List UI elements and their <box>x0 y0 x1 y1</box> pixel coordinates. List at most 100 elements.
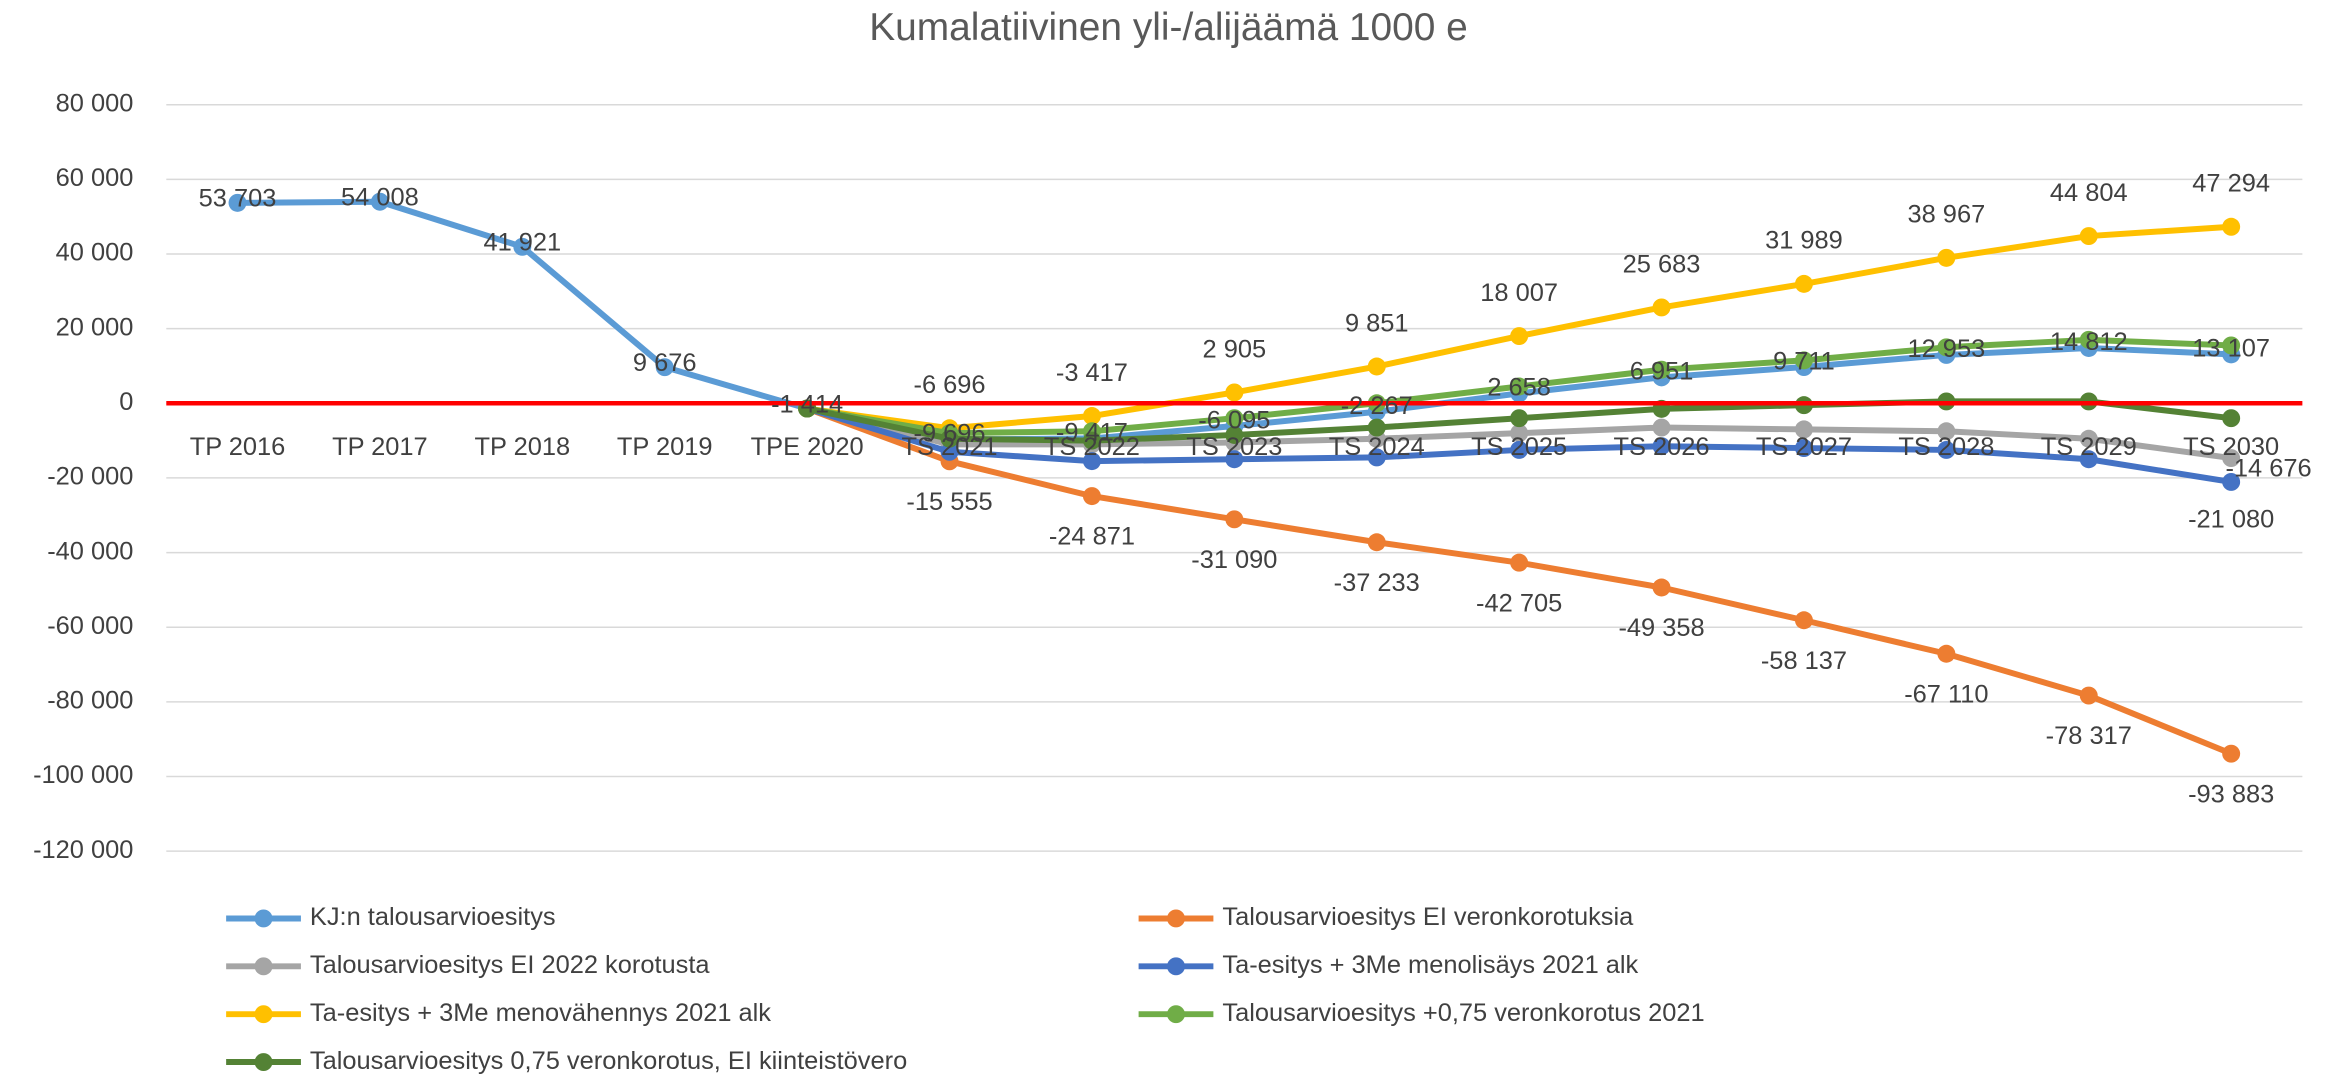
legend-marker <box>254 957 273 976</box>
data-point <box>1652 578 1671 597</box>
data-point <box>1652 437 1671 456</box>
data-point <box>1652 360 1671 379</box>
data-point <box>1367 418 1386 437</box>
data-point <box>1652 418 1671 437</box>
y-tick-label: -100 000 <box>33 761 133 789</box>
data-label: 41 921 <box>483 229 561 257</box>
data-label: -58 137 <box>1761 647 1847 675</box>
data-label: 14 812 <box>2050 328 2128 356</box>
data-point <box>1937 248 1956 267</box>
y-tick-label: 60 000 <box>56 164 134 192</box>
data-point <box>1367 448 1386 467</box>
x-tick-label: TS 2027 <box>1756 433 1852 461</box>
data-point <box>370 192 389 211</box>
data-point <box>2079 227 2098 246</box>
data-label: -78 317 <box>2046 722 2132 750</box>
data-point <box>1082 431 1101 450</box>
data-point <box>1225 383 1244 402</box>
data-point <box>1794 351 1813 370</box>
data-point <box>1510 327 1529 346</box>
data-point <box>2222 217 2241 236</box>
data-label: -49 358 <box>1618 614 1704 642</box>
data-label: -21 080 <box>2188 506 2274 534</box>
legend-marker <box>1167 957 1185 976</box>
data-point <box>1937 338 1956 357</box>
data-point <box>228 193 247 212</box>
data-point <box>1225 450 1244 469</box>
data-point <box>1367 357 1386 376</box>
data-point <box>1937 440 1956 459</box>
data-label: 47 294 <box>2192 170 2270 198</box>
data-label: -6 696 <box>914 371 986 399</box>
data-point <box>1794 611 1813 630</box>
data-point <box>940 442 959 461</box>
data-label: 9 676 <box>633 349 697 377</box>
data-point <box>1082 452 1101 471</box>
legend-marker <box>254 1005 273 1024</box>
data-label: 2 905 <box>1203 335 1267 363</box>
legend-label: Talousarvioesitys EI veronkorotuksia <box>1222 903 1634 931</box>
y-tick-label: 80 000 <box>56 89 134 117</box>
data-label: -9 417 <box>1056 419 1128 447</box>
x-tick-label: TS 2021 <box>902 433 998 461</box>
data-label: 44 804 <box>2050 179 2128 207</box>
data-point <box>1510 553 1529 572</box>
chart-title: Kumalatiivinen yli-/alijäämä 1000 e <box>869 6 1468 49</box>
x-tick-label: TS 2029 <box>2041 433 2137 461</box>
data-label: 25 683 <box>1623 250 1701 278</box>
data-label: -15 555 <box>906 488 992 516</box>
x-tick-label: TS 2026 <box>1614 433 1710 461</box>
legend-marker <box>1167 1005 1185 1024</box>
data-point <box>940 429 959 448</box>
y-tick-label: 40 000 <box>56 239 134 267</box>
data-point <box>2222 409 2241 428</box>
data-label: -24 871 <box>1049 523 1135 551</box>
data-point <box>1510 377 1529 396</box>
data-label: -67 110 <box>1904 680 1988 708</box>
data-label: -31 090 <box>1191 546 1277 574</box>
data-label: 12 953 <box>1907 335 1985 363</box>
data-point <box>1794 420 1813 439</box>
data-label: -9 696 <box>914 420 986 448</box>
data-label: 18 007 <box>1480 279 1558 307</box>
y-tick-label: -80 000 <box>47 687 133 715</box>
data-label: -42 705 <box>1476 589 1562 617</box>
data-point <box>1082 407 1101 426</box>
data-point <box>1937 422 1956 441</box>
x-tick-label: TP 2016 <box>190 433 286 461</box>
x-tick-label: TS 2024 <box>1329 433 1425 461</box>
data-label: 9 711 <box>1773 347 1835 375</box>
y-tick-label: -60 000 <box>47 612 133 640</box>
data-label: -1 414 <box>771 390 843 418</box>
legend-marker <box>254 909 273 928</box>
legend-label: KJ:n talousarvioesitys <box>310 903 556 931</box>
y-tick-label: -20 000 <box>47 463 133 491</box>
x-tick-label: TS 2030 <box>2183 433 2279 461</box>
data-label: 2 658 <box>1487 374 1551 402</box>
x-tick-label: TS 2023 <box>1186 433 1282 461</box>
data-point <box>1794 439 1813 458</box>
data-point <box>513 237 532 256</box>
data-point <box>1510 424 1529 443</box>
data-label: 31 989 <box>1765 227 1843 255</box>
data-point <box>2079 330 2098 349</box>
legend-label: Talousarvioesitys EI 2022 korotusta <box>310 951 711 979</box>
x-tick-label: TP 2019 <box>617 433 713 461</box>
data-label: -2 267 <box>1341 392 1413 420</box>
x-tick-label: TP 2018 <box>475 433 571 461</box>
data-point <box>1510 409 1529 428</box>
data-label: -93 883 <box>2188 780 2274 808</box>
data-point <box>2222 744 2241 763</box>
data-label: -14 676 <box>2225 455 2311 483</box>
data-point <box>655 358 674 377</box>
data-point <box>2222 472 2241 491</box>
y-tick-label: -120 000 <box>33 836 133 864</box>
x-tick-label: TPE 2020 <box>751 433 864 461</box>
x-tick-label: TP 2017 <box>332 433 428 461</box>
data-point <box>1225 426 1244 444</box>
y-tick-label: -40 000 <box>47 537 133 565</box>
data-label: -3 417 <box>1056 359 1128 387</box>
data-point <box>2079 450 2098 469</box>
legend-marker <box>254 1053 273 1072</box>
